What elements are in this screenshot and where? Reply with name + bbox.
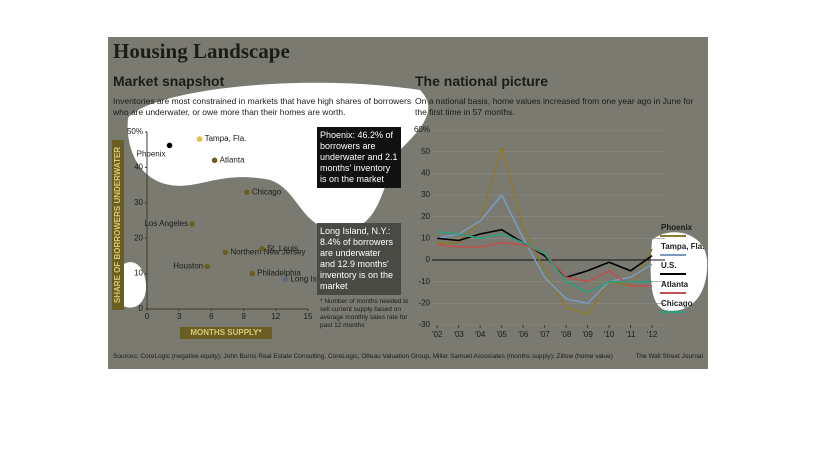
y-tick-label: 10 bbox=[134, 269, 143, 278]
x-tick-label: '12 bbox=[647, 330, 658, 339]
x-tick-label: 6 bbox=[209, 312, 214, 321]
x-tick-label: '09 bbox=[582, 330, 593, 339]
point bbox=[244, 189, 250, 195]
page-title: Housing Landscape bbox=[113, 39, 290, 63]
y-tick-label: 0 bbox=[139, 304, 144, 313]
x-tick-label: 0 bbox=[145, 312, 150, 321]
legend-label: U.S. bbox=[661, 261, 677, 270]
point bbox=[166, 142, 173, 149]
y-tick-label: 40 bbox=[134, 163, 143, 172]
point-label: Phoenix bbox=[137, 150, 166, 159]
footnote: * Number of months needed to sell curren… bbox=[320, 298, 409, 329]
x-tick-label: 3 bbox=[177, 312, 182, 321]
y-tick-label: 50 bbox=[421, 147, 430, 156]
point-label: Tampa, Fla. bbox=[205, 134, 247, 143]
y-tick-label: 20 bbox=[134, 233, 143, 242]
point bbox=[249, 270, 255, 277]
point bbox=[222, 249, 229, 256]
x-tick-label: 9 bbox=[241, 312, 246, 321]
point-label: St. Louis bbox=[267, 244, 298, 253]
credit: The Wall Street Journal bbox=[635, 353, 703, 360]
subtitle: On a national basis, home values increas… bbox=[415, 96, 694, 117]
x-tick-label: 15 bbox=[304, 312, 313, 321]
annotation: Long Island, N.Y.: 8.4% of borrowers are… bbox=[317, 223, 401, 295]
point-label: Houston bbox=[173, 262, 203, 271]
x-tick-label: '04 bbox=[475, 330, 486, 339]
highlight-blob bbox=[650, 232, 708, 311]
line bbox=[437, 144, 653, 316]
y-tick-label: 20 bbox=[421, 212, 430, 221]
legend-label: Atlanta bbox=[661, 280, 689, 289]
highlight-blob bbox=[127, 82, 429, 230]
x-tick-label: '08 bbox=[561, 330, 572, 339]
y-tick-label: 0 bbox=[426, 255, 431, 264]
point bbox=[204, 263, 210, 270]
point bbox=[259, 246, 265, 252]
section-title: The national picture bbox=[415, 73, 549, 89]
subtitle: Inventories are most constrained in mark… bbox=[113, 96, 412, 117]
point-label: Atlanta bbox=[220, 155, 245, 164]
point bbox=[211, 157, 218, 164]
y-tick-label: 60% bbox=[414, 125, 430, 134]
x-tick-label: '06 bbox=[518, 330, 529, 339]
y-tick-label: 30 bbox=[134, 198, 143, 207]
point-label: Chicago bbox=[252, 187, 282, 196]
point bbox=[196, 136, 203, 142]
point-label: Northern New Jersey bbox=[230, 247, 305, 256]
point-label: Philadelphia bbox=[257, 269, 301, 278]
x-tick-label: 12 bbox=[271, 312, 280, 321]
sources: Sources: CoreLogic (negative equity); Jo… bbox=[113, 353, 613, 360]
x-tick-label: '05 bbox=[496, 330, 507, 339]
section-title: Market snapshot bbox=[113, 73, 225, 89]
x-axis-label: MONTHS SUPPLY* bbox=[190, 328, 262, 337]
legend-label: Tampa, Fla. bbox=[661, 242, 704, 251]
legend-label: Chicago bbox=[661, 299, 693, 308]
x-tick-label: '11 bbox=[626, 330, 636, 339]
x-tick-label: '03 bbox=[453, 330, 464, 339]
point bbox=[282, 276, 289, 283]
line bbox=[437, 231, 653, 294]
y-tick-label: -10 bbox=[418, 277, 430, 286]
point bbox=[189, 221, 195, 227]
point-label: Los Angeles bbox=[144, 219, 188, 228]
x-tick-label: '10 bbox=[604, 330, 615, 339]
line bbox=[437, 193, 653, 305]
x-tick-label: '02 bbox=[432, 330, 443, 339]
y-tick-label: 40 bbox=[421, 168, 430, 177]
y-tick-label: -30 bbox=[418, 320, 430, 329]
x-tick-label: '07 bbox=[539, 330, 550, 339]
y-tick-label: 50% bbox=[127, 127, 143, 136]
y-tick-label: 30 bbox=[421, 190, 430, 199]
y-label-bg bbox=[112, 140, 124, 310]
annotation: Phoenix: 46.2% of borrowers are underwat… bbox=[317, 127, 401, 188]
legend-label: Phoenix bbox=[661, 223, 693, 232]
x-label-bg bbox=[180, 327, 272, 339]
y-tick-label: -20 bbox=[418, 298, 430, 307]
y-tick-label: 10 bbox=[421, 233, 430, 242]
y-axis-label: SHARE OF BORROWERS UNDERWATER bbox=[113, 147, 122, 303]
